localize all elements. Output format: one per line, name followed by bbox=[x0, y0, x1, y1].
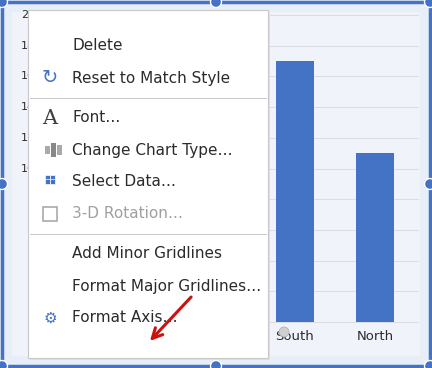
FancyBboxPatch shape bbox=[28, 10, 268, 358]
Circle shape bbox=[0, 0, 7, 7]
Bar bbox=[45, 175, 50, 180]
Text: Reset to Match Style: Reset to Match Style bbox=[72, 71, 230, 85]
Text: 18: 18 bbox=[21, 41, 35, 51]
Bar bbox=[51, 143, 56, 157]
Bar bbox=[51, 143, 56, 157]
FancyBboxPatch shape bbox=[12, 12, 420, 356]
Text: ↻: ↻ bbox=[42, 68, 58, 88]
Circle shape bbox=[279, 327, 289, 337]
Text: 2: 2 bbox=[28, 286, 35, 296]
Circle shape bbox=[425, 0, 432, 7]
Text: South: South bbox=[276, 330, 314, 343]
Circle shape bbox=[0, 178, 7, 190]
Bar bbox=[50, 179, 55, 184]
Text: 12: 12 bbox=[21, 133, 35, 143]
Text: Delete: Delete bbox=[72, 39, 123, 53]
Text: 6: 6 bbox=[28, 225, 35, 235]
Text: Format Axis…: Format Axis… bbox=[72, 311, 178, 326]
Text: 3-D Rotation…: 3-D Rotation… bbox=[72, 206, 183, 222]
Text: 0: 0 bbox=[28, 317, 35, 327]
Text: 20: 20 bbox=[21, 10, 35, 20]
Text: ⚙: ⚙ bbox=[43, 311, 57, 326]
Circle shape bbox=[210, 361, 222, 368]
Text: A: A bbox=[42, 109, 57, 127]
Text: Format Major Gridlines…: Format Major Gridlines… bbox=[72, 279, 261, 294]
Bar bbox=[45, 146, 50, 154]
Text: 10: 10 bbox=[21, 163, 35, 173]
Text: Select Data…: Select Data… bbox=[72, 174, 176, 190]
Text: Font…: Font… bbox=[72, 110, 121, 125]
Circle shape bbox=[425, 361, 432, 368]
Bar bbox=[276, 61, 314, 322]
Bar bbox=[43, 207, 57, 221]
Circle shape bbox=[210, 0, 222, 7]
Text: 4: 4 bbox=[28, 256, 35, 266]
Circle shape bbox=[0, 361, 7, 368]
Bar bbox=[50, 175, 55, 180]
Circle shape bbox=[425, 178, 432, 190]
Text: North: North bbox=[356, 330, 394, 343]
Bar bbox=[57, 145, 62, 155]
Bar bbox=[356, 153, 394, 322]
Text: 8: 8 bbox=[28, 194, 35, 204]
Text: 16: 16 bbox=[21, 71, 35, 81]
Bar bbox=[45, 179, 50, 184]
Text: Change Chart Type…: Change Chart Type… bbox=[72, 142, 232, 158]
Text: 14: 14 bbox=[21, 102, 35, 112]
Text: Add Minor Gridlines: Add Minor Gridlines bbox=[72, 247, 222, 262]
FancyBboxPatch shape bbox=[30, 12, 270, 360]
